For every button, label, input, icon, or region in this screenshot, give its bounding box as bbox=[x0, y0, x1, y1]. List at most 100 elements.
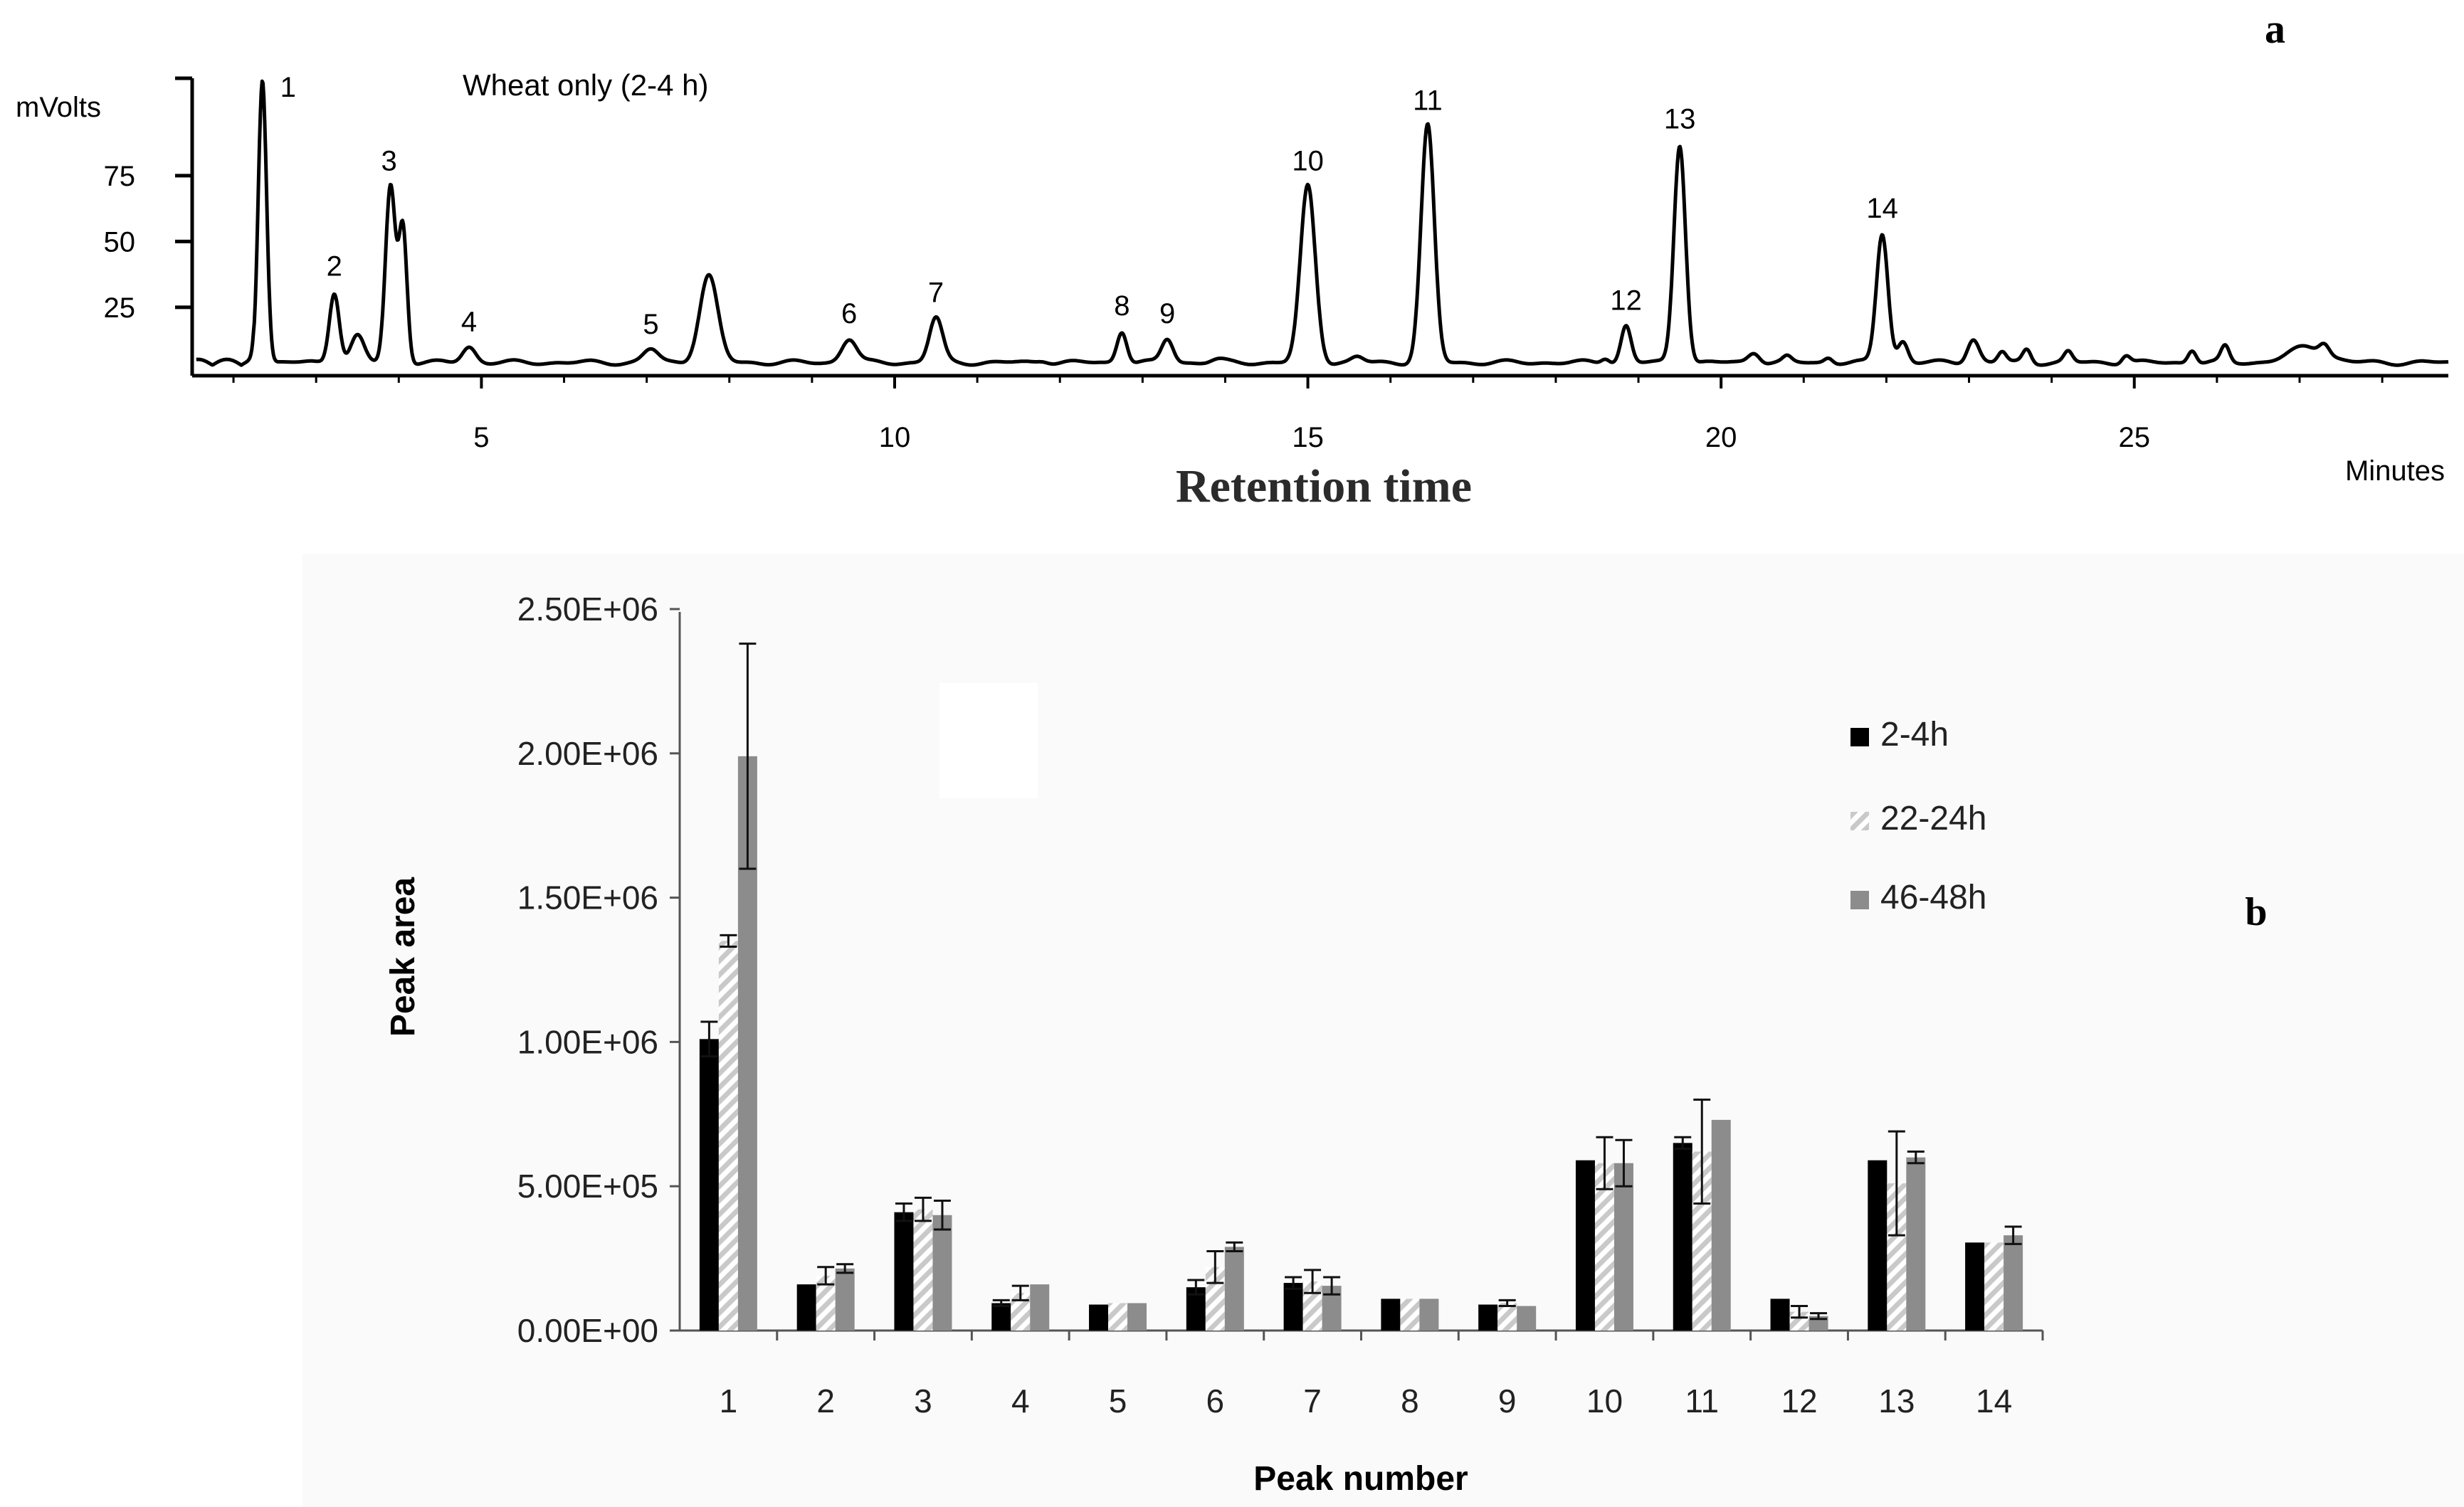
chromatogram-peak-label: 14 bbox=[1866, 193, 1898, 224]
bar-chart-y-tick-label: 0.00E+00 bbox=[517, 1312, 658, 1349]
bar-chart-x-tick-label: 9 bbox=[1498, 1382, 1517, 1419]
bar-chart-x-tick-label: 4 bbox=[1011, 1382, 1030, 1419]
bar-2-4h-peak-14 bbox=[1965, 1242, 1985, 1331]
chromatogram-peak-label: 12 bbox=[1610, 285, 1642, 317]
bar-chart-panel: 0.00E+00 5.00E+05 1.00E+06 1.50E+06 2.00E+06… bbox=[302, 554, 2464, 1507]
chromatogram-peak-label: 13 bbox=[1664, 103, 1696, 134]
panel-label-a: a bbox=[2265, 6, 2285, 52]
chromatogram-peak-label: 2 bbox=[327, 251, 342, 282]
chromatogram-x-tick-label: 15 bbox=[1292, 422, 1324, 453]
bar-chart-y-tick-label: 5.00E+05 bbox=[517, 1168, 658, 1205]
chromatogram-title: Wheat only (2-4 h) bbox=[463, 68, 708, 102]
bar-chart-y-tick-label: 2.00E+06 bbox=[517, 735, 658, 772]
legend-label-2-4h: 2-4h bbox=[1880, 716, 1949, 754]
chromatogram-x-ticks: 5 10 15 20 25 bbox=[232, 376, 2384, 453]
chromatogram-peak-label: 1 bbox=[280, 72, 296, 103]
bar-46-48h-peak-6 bbox=[1224, 1247, 1244, 1331]
bar-chart-x-ticks: 1 2 3 4 5 6 7 8 9 10 11 12 13 14 bbox=[720, 1331, 2044, 1419]
chromatogram-peak-label: 7 bbox=[928, 277, 944, 309]
bar-chart-x-tick-label: 3 bbox=[914, 1382, 932, 1419]
bar-2-4h-peak-3 bbox=[894, 1212, 914, 1331]
bar-2-4h-peak-12 bbox=[1770, 1299, 1790, 1331]
chromatogram-peak-label: 3 bbox=[381, 146, 397, 177]
chromatogram-x-label: Retention time bbox=[1176, 460, 1472, 512]
bar-46-48h-peak-5 bbox=[1127, 1303, 1147, 1331]
chromatogram-peak-label: 9 bbox=[1159, 298, 1175, 329]
legend-swatch-46-48h bbox=[1850, 891, 1869, 909]
chromatogram-x-tick-label: 10 bbox=[879, 422, 911, 453]
bar-chart-legend: 2-4h 22-24h 46-48h bbox=[1850, 716, 1986, 916]
bar-chart-x-tick-label: 6 bbox=[1206, 1382, 1225, 1419]
bar-2-4h-peak-9 bbox=[1478, 1304, 1498, 1331]
bar-2-4h-peak-2 bbox=[796, 1284, 816, 1331]
bar-chart-x-label: Peak number bbox=[1253, 1460, 1468, 1498]
bar-2-4h-peak-1 bbox=[699, 1039, 719, 1331]
bar-2-4h-peak-10 bbox=[1575, 1160, 1595, 1331]
bar-2-4h-peak-7 bbox=[1283, 1283, 1303, 1331]
bar-46-48h-peak-9 bbox=[1517, 1306, 1537, 1331]
bar-chart-blank-patch bbox=[939, 683, 1038, 798]
bar-46-48h-peak-2 bbox=[835, 1268, 855, 1331]
chromatogram-y-label: mVolts bbox=[16, 92, 101, 123]
panel-label-b: b bbox=[2245, 890, 2267, 934]
chromatogram-y-tick-label: 75 bbox=[104, 161, 136, 192]
bar-22-24h-peak-9 bbox=[1497, 1303, 1517, 1331]
legend-label-46-48h: 46-48h bbox=[1880, 879, 1986, 916]
bar-46-48h-peak-4 bbox=[1030, 1284, 1050, 1331]
chromatogram-y-tick-label: 50 bbox=[104, 226, 136, 258]
bar-chart-x-tick-label: 10 bbox=[1586, 1382, 1623, 1419]
chromatogram-y-ticks: 25 50 75 bbox=[104, 76, 192, 324]
bar-22-24h-peak-3 bbox=[913, 1209, 933, 1331]
legend-swatch-22-24h bbox=[1850, 812, 1869, 830]
chromatogram-x-unit: Minutes bbox=[2345, 455, 2445, 487]
chromatogram-peak-label: 4 bbox=[461, 306, 477, 337]
bar-2-4h-peak-5 bbox=[1089, 1304, 1109, 1331]
bar-chart-error-bars bbox=[700, 643, 2022, 1321]
bar-chart-x-tick-label: 5 bbox=[1109, 1382, 1127, 1419]
bar-chart-x-tick-label: 2 bbox=[816, 1382, 835, 1419]
legend-swatch-2-4h bbox=[1850, 728, 1869, 746]
chromatogram-peak-label: 10 bbox=[1292, 146, 1324, 177]
bar-chart-x-tick-label: 12 bbox=[1781, 1382, 1817, 1419]
bar-chart-x-tick-label: 13 bbox=[1878, 1382, 1915, 1419]
bar-46-48h-peak-10 bbox=[1613, 1163, 1633, 1331]
chromatogram-x-tick-label: 20 bbox=[1705, 422, 1737, 453]
bar-chart-x-tick-label: 7 bbox=[1303, 1382, 1322, 1419]
chromatogram-peak-label: 11 bbox=[1413, 85, 1443, 117]
bar-chart-y-label: Peak area bbox=[384, 877, 422, 1037]
bar-2-4h-peak-11 bbox=[1673, 1143, 1692, 1331]
bar-22-24h-peak-14 bbox=[1984, 1242, 2004, 1331]
bar-chart-background bbox=[302, 554, 2464, 1507]
bar-chart-y-ticks: 0.00E+00 5.00E+05 1.00E+06 1.50E+06 2.00E+06… bbox=[517, 591, 680, 1349]
bar-chart-y-tick-label: 1.50E+06 bbox=[517, 879, 658, 916]
chromatogram-x-tick-label: 5 bbox=[473, 422, 489, 453]
bar-chart-x-tick-label: 11 bbox=[1685, 1382, 1719, 1419]
bar-chart-x-tick-label: 8 bbox=[1401, 1382, 1419, 1419]
bar-46-48h-peak-8 bbox=[1419, 1299, 1439, 1331]
legend-label-22-24h: 22-24h bbox=[1880, 800, 1986, 837]
chromatogram-peak-label: 5 bbox=[643, 309, 658, 340]
bar-chart-x-tick-label: 14 bbox=[1976, 1382, 2012, 1419]
chromatogram-y-tick-label: 25 bbox=[104, 292, 136, 324]
bar-46-48h-peak-3 bbox=[932, 1215, 952, 1331]
chromatogram-peak-label: 6 bbox=[841, 298, 857, 329]
bar-chart-y-tick-label: 1.00E+06 bbox=[517, 1023, 658, 1060]
bar-46-48h-peak-14 bbox=[2004, 1235, 2023, 1331]
bar-22-24h-peak-10 bbox=[1594, 1163, 1614, 1331]
bar-chart-x-tick-label: 1 bbox=[720, 1382, 738, 1419]
bar-22-24h-peak-8 bbox=[1400, 1299, 1420, 1331]
bar-2-4h-peak-8 bbox=[1381, 1299, 1401, 1331]
chromatogram-peak-label: 8 bbox=[1114, 290, 1130, 322]
bar-46-48h-peak-13 bbox=[1906, 1157, 1926, 1331]
bar-22-24h-peak-1 bbox=[718, 941, 738, 1331]
bar-chart-y-tick-label: 2.50E+06 bbox=[517, 591, 658, 628]
bar-22-24h-peak-5 bbox=[1108, 1303, 1128, 1331]
bar-46-48h-peak-11 bbox=[1711, 1119, 1731, 1331]
chromatogram-trace bbox=[195, 79, 2450, 367]
bar-2-4h-peak-4 bbox=[991, 1303, 1011, 1331]
chromatogram-x-tick-label: 25 bbox=[2119, 422, 2151, 453]
